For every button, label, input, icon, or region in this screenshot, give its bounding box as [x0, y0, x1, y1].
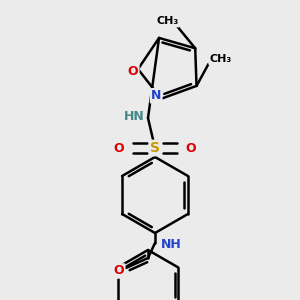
Text: O: O: [114, 265, 124, 278]
Text: S: S: [150, 141, 160, 155]
Text: NH: NH: [160, 238, 182, 251]
Text: CH₃: CH₃: [209, 54, 232, 64]
Text: CH₃: CH₃: [156, 16, 178, 26]
Text: O: O: [128, 64, 138, 78]
Text: N: N: [151, 89, 161, 102]
Text: O: O: [186, 142, 196, 154]
Text: O: O: [114, 142, 124, 154]
Text: HN: HN: [124, 110, 144, 122]
